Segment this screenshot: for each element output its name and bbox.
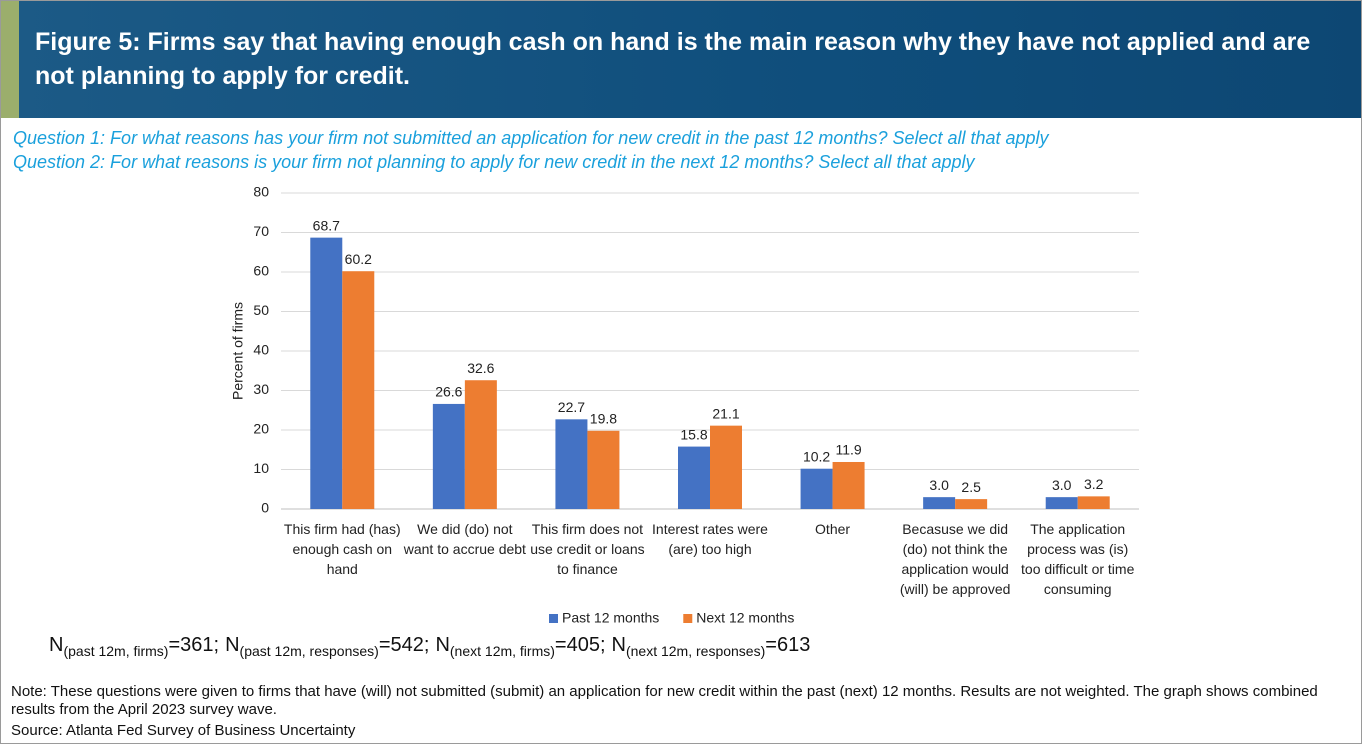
count: =361; [168, 634, 220, 656]
question: Question 2: For what reasons is your fir… [13, 152, 975, 172]
x-tick-label: This firm does not use credit or loans t… [530, 521, 645, 577]
slide-title: Figure 5: Firms say that having enough c… [35, 28, 1311, 90]
bar [678, 446, 710, 509]
x-tick-label: This firm had (has) enough cash on hand [283, 521, 401, 577]
source: Source: Atlanta Fed Survey of Business U… [11, 722, 356, 739]
data-label: 21.1 [712, 405, 739, 421]
x-tick-label: Interest rates were (are) too high [652, 521, 768, 557]
bar [432, 403, 465, 509]
y-tick-label: 60 [253, 263, 269, 279]
symbol: N [611, 634, 626, 656]
y-tick-label: 30 [253, 381, 269, 397]
legend-swatch [549, 614, 558, 623]
data-label: 3.0 [929, 477, 949, 493]
data-label: 22.7 [558, 399, 585, 415]
data-label: 19.8 [590, 410, 617, 426]
data-label: 15.8 [680, 426, 707, 442]
symbol: N [435, 634, 450, 656]
data-label: 26.6 [435, 384, 462, 400]
bar [832, 461, 865, 509]
y-tick-label: 20 [253, 421, 269, 437]
sample-size: N(next 12m, firms)=405; [435, 634, 606, 659]
y-tick-label: 70 [253, 223, 269, 239]
sample-sizes: N(past 12m, firms)=361; N(past 12m, respo… [49, 634, 816, 659]
subscript: (past 12m, responses) [239, 643, 379, 659]
bar [1045, 497, 1078, 509]
sample-size: N(past 12m, firms)=361; [49, 634, 220, 659]
data-label: 3.2 [1084, 476, 1104, 492]
data-label: 11.9 [835, 442, 861, 458]
y-tick-label: 10 [253, 460, 269, 476]
data-label: 68.7 [313, 217, 340, 233]
symbol: N [49, 634, 64, 656]
note: Note: These questions were given to firm… [11, 683, 1318, 718]
bar [710, 425, 742, 509]
data-label: 10.2 [803, 448, 830, 464]
count: =405; [554, 634, 606, 656]
count: =542; [378, 634, 430, 656]
subscript: (next 12m, firms) [449, 643, 555, 659]
bar [310, 237, 343, 509]
bar [464, 380, 497, 509]
sample-size: N(past 12m, responses)=542; [225, 634, 430, 659]
bar [342, 271, 375, 509]
x-tick-label: Becasuse we did (do) not think the appli… [899, 521, 1011, 597]
symbol: N [225, 634, 240, 656]
header-bar: Figure 5: Firms say that having enough c… [1, 1, 1361, 118]
legend-label: Past 12 months [562, 610, 659, 626]
x-tick-label: Other [815, 521, 851, 537]
bar [923, 497, 956, 509]
chart: Percent of firms 0 10 20 30 40 50 60 70 80 68.7 60… [230, 184, 1139, 626]
legend-label: Next 12 months [696, 610, 794, 626]
data-label: 32.6 [467, 360, 494, 376]
legend-swatch [683, 614, 693, 623]
x-tick-label: We did (do) not want to accrue debt [403, 521, 526, 557]
subscript: (past 12m, firms) [63, 643, 169, 659]
accent-strip [1, 1, 19, 118]
question: Question 1: For what reasons has your fi… [13, 128, 1049, 148]
y-tick-label: 0 [261, 500, 269, 516]
bar [955, 499, 988, 509]
bar [1077, 496, 1110, 509]
y-tick-label: 50 [253, 302, 269, 318]
data-label: 60.2 [345, 251, 372, 267]
bar [800, 468, 833, 509]
y-tick-label: 80 [253, 184, 269, 200]
y-axis-label: Percent of firms [230, 302, 246, 400]
x-tick-label: The application process was (is) too dif… [1021, 521, 1135, 597]
sample-size: N(next 12m, responses)=613 [611, 634, 811, 659]
data-label: 3.0 [1052, 477, 1072, 493]
subscript: (next 12m, responses) [625, 643, 766, 659]
count: =613 [765, 634, 811, 656]
bar [587, 430, 620, 509]
y-tick-label: 40 [253, 342, 269, 358]
data-label: 2.5 [961, 479, 981, 495]
bar [555, 419, 588, 509]
